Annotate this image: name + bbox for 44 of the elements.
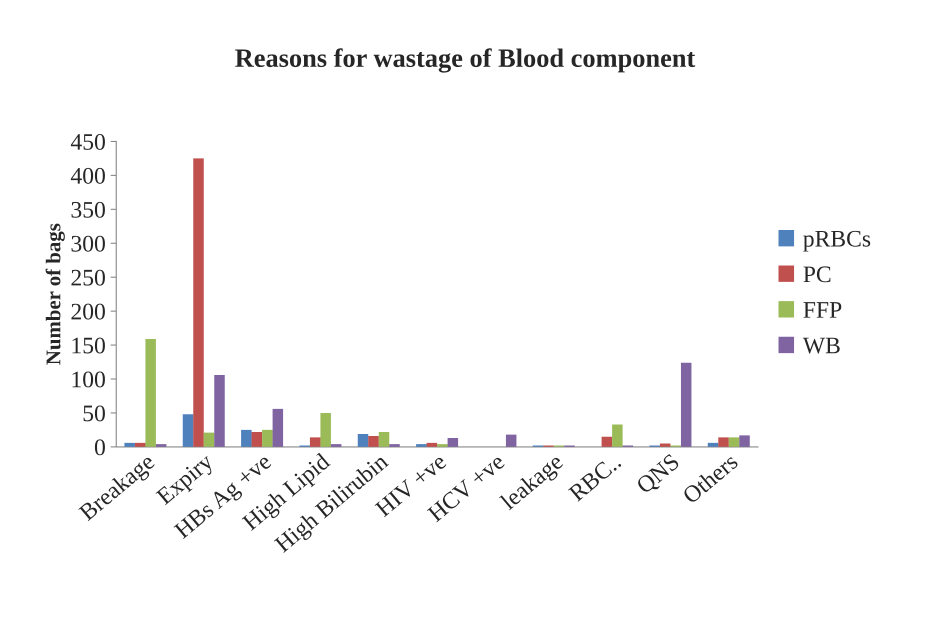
- y-tick-label: 50: [84, 405, 105, 422]
- bar: [330, 444, 342, 447]
- bar: [728, 437, 740, 447]
- bar: [156, 444, 166, 447]
- bar: [214, 374, 225, 447]
- bar: [612, 424, 623, 447]
- bar: [320, 412, 331, 447]
- bar: [241, 430, 252, 447]
- legend-label: pRBCs: [803, 230, 870, 252]
- y-tick-label: 100: [72, 372, 105, 388]
- legend-label: WB: [802, 338, 840, 354]
- bar: [145, 338, 156, 447]
- x-tick-label: QNS: [635, 453, 682, 497]
- chart-title: Reasons for wastage of Blood component: [235, 48, 696, 73]
- y-tick-label: 450: [70, 134, 105, 150]
- bar: [204, 432, 214, 447]
- y-tick-label: 400: [70, 168, 105, 184]
- bar: [378, 432, 390, 447]
- y-tick-label: 150: [72, 338, 105, 354]
- bar: [680, 362, 692, 447]
- bar: [358, 434, 368, 447]
- legend-label: PC: [803, 266, 830, 282]
- bar: [739, 435, 750, 447]
- bar: [718, 437, 729, 447]
- bar: [252, 432, 262, 447]
- bar: [389, 444, 400, 447]
- bar: [506, 434, 516, 447]
- y-tick-label: 350: [72, 202, 105, 218]
- bar: [182, 414, 194, 447]
- bar: [437, 444, 448, 447]
- bar: [416, 444, 427, 447]
- bar: [368, 436, 379, 447]
- legend-label: FFP: [803, 302, 842, 318]
- bar: [310, 437, 320, 447]
- y-axis-title: Number of bags: [46, 224, 65, 365]
- y-tick-label: 0: [94, 439, 105, 456]
- bar: [448, 438, 458, 447]
- y-tick-label: 250: [71, 270, 105, 286]
- y-tick-label: 300: [72, 236, 105, 252]
- y-tick-label: 200: [71, 304, 105, 320]
- bar: [193, 158, 204, 447]
- bar: [602, 436, 612, 447]
- bar: [262, 430, 273, 447]
- bar: [272, 408, 284, 447]
